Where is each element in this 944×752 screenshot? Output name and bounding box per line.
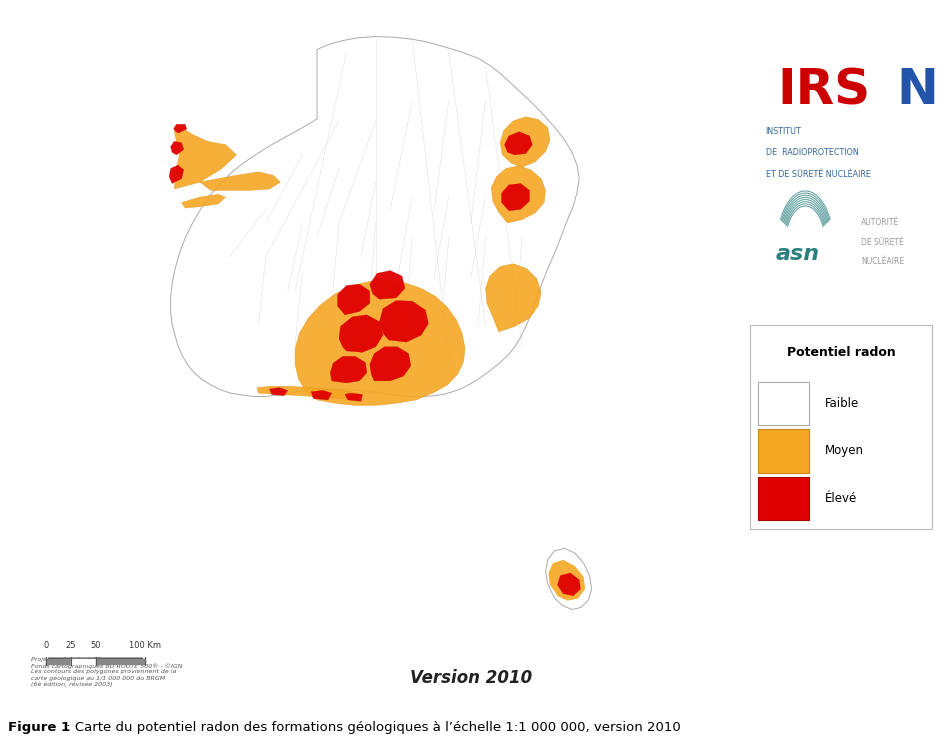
Polygon shape bbox=[174, 124, 187, 133]
Polygon shape bbox=[170, 37, 579, 396]
Polygon shape bbox=[369, 347, 411, 381]
Bar bbox=[757, 477, 808, 520]
Bar bbox=[757, 429, 808, 473]
Text: IRS: IRS bbox=[777, 66, 869, 114]
FancyBboxPatch shape bbox=[749, 325, 932, 529]
Text: 25: 25 bbox=[65, 641, 76, 650]
Text: Version 2010: Version 2010 bbox=[410, 669, 531, 687]
Text: asn: asn bbox=[774, 244, 818, 264]
Polygon shape bbox=[257, 387, 361, 399]
Text: : Carte du potentiel radon des formations géologiques à l’échelle 1:1 000 000, v: : Carte du potentiel radon des formation… bbox=[62, 721, 681, 734]
Text: 100 Km: 100 Km bbox=[128, 641, 160, 650]
Polygon shape bbox=[557, 573, 580, 596]
Polygon shape bbox=[339, 315, 382, 352]
Text: DE  RADIOPROTECTION: DE RADIOPROTECTION bbox=[765, 148, 857, 157]
Polygon shape bbox=[548, 559, 584, 601]
Text: 0: 0 bbox=[43, 641, 49, 650]
Polygon shape bbox=[504, 132, 531, 155]
Polygon shape bbox=[501, 183, 529, 211]
Polygon shape bbox=[311, 390, 331, 400]
Text: Élevé: Élevé bbox=[824, 492, 856, 505]
Polygon shape bbox=[369, 271, 404, 299]
Text: INSTITUT: INSTITUT bbox=[765, 126, 801, 135]
Text: ET DE SÜRETÉ NUCLÉAIRE: ET DE SÜRETÉ NUCLÉAIRE bbox=[765, 170, 869, 179]
Polygon shape bbox=[485, 264, 541, 332]
Polygon shape bbox=[295, 280, 464, 405]
Polygon shape bbox=[174, 128, 236, 189]
Text: Projection Lambert-93
Fonds cartographiques BD ROUTE 500® - ©IGN
Les contours de: Projection Lambert-93 Fonds cartographiq… bbox=[31, 657, 182, 687]
Text: 50: 50 bbox=[91, 641, 101, 650]
Text: Potentiel radon: Potentiel radon bbox=[785, 346, 895, 359]
Text: Moyen: Moyen bbox=[824, 444, 863, 457]
Polygon shape bbox=[337, 284, 369, 315]
Text: Figure 1: Figure 1 bbox=[8, 721, 70, 734]
Polygon shape bbox=[200, 172, 280, 190]
Polygon shape bbox=[170, 141, 183, 155]
Polygon shape bbox=[169, 165, 183, 183]
Bar bbox=[757, 381, 808, 425]
Polygon shape bbox=[181, 194, 226, 208]
Polygon shape bbox=[269, 388, 287, 396]
Polygon shape bbox=[345, 393, 362, 402]
Polygon shape bbox=[545, 548, 591, 610]
Polygon shape bbox=[379, 301, 428, 342]
Polygon shape bbox=[499, 117, 549, 167]
Text: NUCLÉAIRE: NUCLÉAIRE bbox=[860, 256, 903, 265]
Polygon shape bbox=[329, 356, 366, 383]
Text: DE SÜRETÉ: DE SÜRETÉ bbox=[860, 238, 902, 247]
Text: N: N bbox=[896, 66, 937, 114]
Polygon shape bbox=[491, 165, 545, 223]
Text: AUTORITÉ: AUTORITÉ bbox=[860, 219, 898, 227]
Text: Faible: Faible bbox=[824, 397, 858, 410]
